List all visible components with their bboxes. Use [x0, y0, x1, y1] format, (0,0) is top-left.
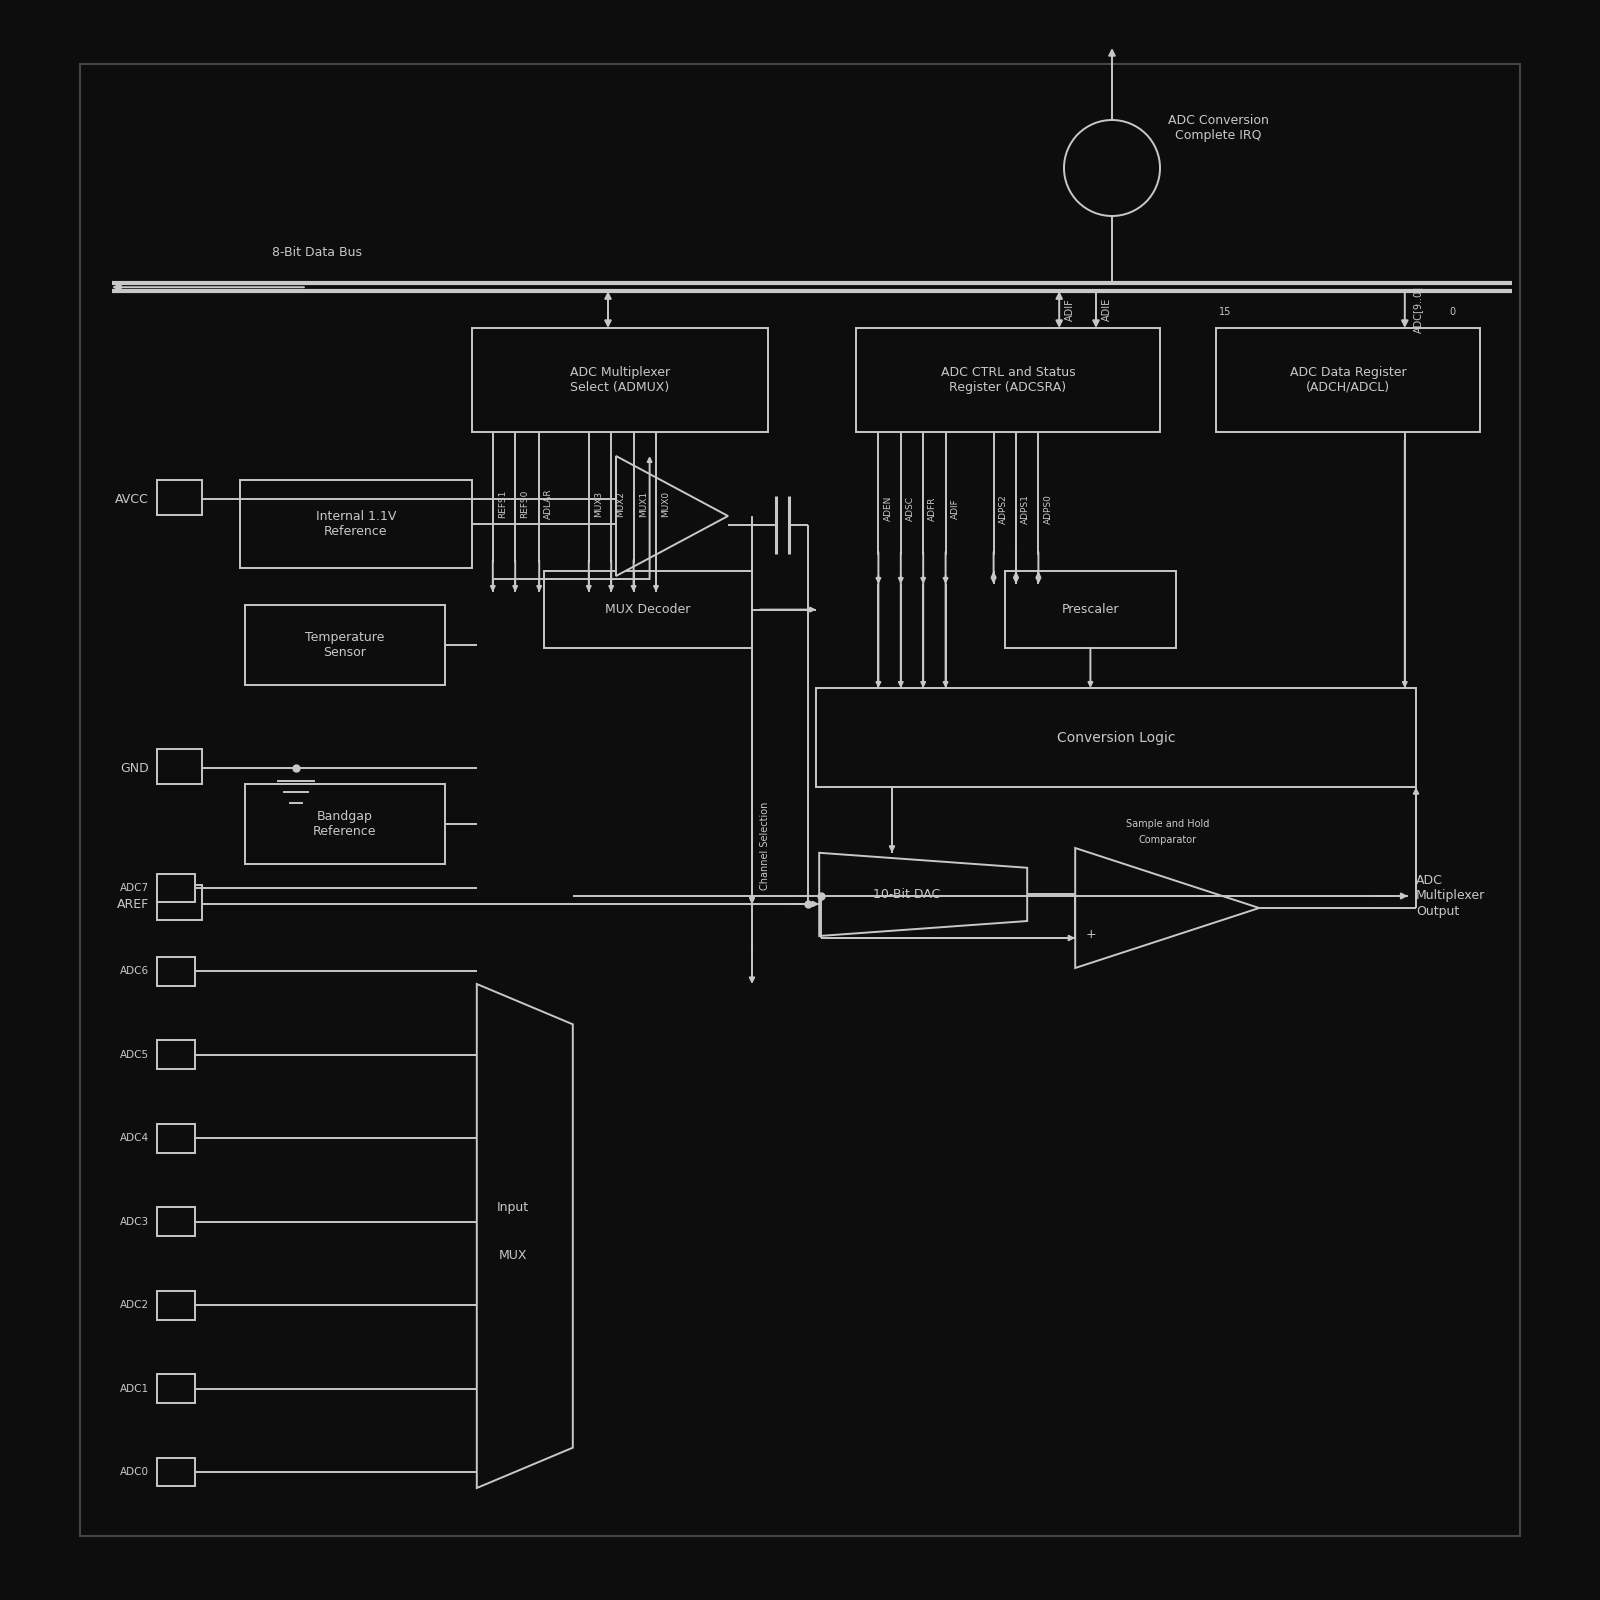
Text: ADC5: ADC5: [120, 1050, 149, 1059]
Text: ADIF: ADIF: [950, 499, 960, 518]
Bar: [1216, 328, 1480, 432]
Bar: [157, 885, 202, 920]
Text: ADC1: ADC1: [120, 1384, 149, 1394]
Bar: [157, 1458, 195, 1486]
Polygon shape: [477, 984, 573, 1488]
Bar: [472, 328, 768, 432]
Text: ADC[9..0]: ADC[9..0]: [1413, 286, 1422, 333]
Text: 10-Bit DAC: 10-Bit DAC: [874, 888, 941, 901]
Text: ADSC: ADSC: [906, 496, 915, 522]
Text: MUX3: MUX3: [594, 491, 603, 517]
Text: ADIE: ADIE: [1102, 298, 1112, 322]
Bar: [157, 1291, 195, 1320]
Text: ADC Data Register
(ADCH/ADCL): ADC Data Register (ADCH/ADCL): [1290, 366, 1406, 394]
Text: ADC CTRL and Status
Register (ADCSRA): ADC CTRL and Status Register (ADCSRA): [941, 366, 1075, 394]
Text: MUX Decoder: MUX Decoder: [605, 603, 691, 616]
Bar: [157, 1374, 195, 1403]
Text: MUX1: MUX1: [638, 491, 648, 517]
Bar: [1005, 571, 1176, 648]
Text: ADC6: ADC6: [120, 966, 149, 976]
Text: MUX0: MUX0: [661, 491, 670, 517]
Text: Channel Selection: Channel Selection: [760, 802, 770, 890]
Text: ADFR: ADFR: [928, 496, 938, 522]
Text: ADC Multiplexer
Select (ADMUX): ADC Multiplexer Select (ADMUX): [570, 366, 670, 394]
Text: ADIF: ADIF: [1066, 298, 1075, 322]
Text: ADC0: ADC0: [120, 1467, 149, 1477]
Bar: [157, 1208, 195, 1237]
Text: ADC
Multiplexer
Output: ADC Multiplexer Output: [1416, 875, 1485, 917]
Text: Sample and Hold: Sample and Hold: [1125, 819, 1210, 829]
Bar: [856, 328, 1160, 432]
Text: ADC4: ADC4: [120, 1133, 149, 1144]
Text: ADEN: ADEN: [883, 496, 893, 522]
Text: MUX: MUX: [498, 1248, 526, 1262]
Text: AREF: AREF: [117, 898, 149, 910]
Bar: [544, 571, 752, 648]
Text: Bandgap
Reference: Bandgap Reference: [314, 810, 376, 838]
Text: ADPS0: ADPS0: [1043, 494, 1053, 523]
Text: Input: Input: [496, 1200, 528, 1214]
Bar: [240, 480, 472, 568]
Text: ADPS1: ADPS1: [1021, 494, 1030, 523]
Text: ADC2: ADC2: [120, 1301, 149, 1310]
Text: REFS0: REFS0: [520, 490, 530, 518]
Polygon shape: [616, 456, 728, 576]
Bar: [157, 874, 195, 902]
Bar: [816, 688, 1416, 787]
Bar: [157, 1123, 195, 1152]
Text: Temperature
Sensor: Temperature Sensor: [306, 630, 384, 659]
Text: REFS1: REFS1: [498, 490, 507, 518]
Bar: [157, 749, 202, 784]
Polygon shape: [819, 853, 1027, 936]
Text: ADC3: ADC3: [120, 1216, 149, 1227]
Text: 0: 0: [1450, 307, 1456, 317]
Polygon shape: [1075, 848, 1259, 968]
Text: ADC Conversion
Complete IRQ: ADC Conversion Complete IRQ: [1168, 114, 1269, 142]
Bar: [245, 784, 445, 864]
Bar: [157, 957, 195, 986]
Text: +: +: [1086, 928, 1096, 941]
Text: ADLAR: ADLAR: [544, 488, 554, 520]
Circle shape: [1064, 120, 1160, 216]
Text: Conversion Logic: Conversion Logic: [1056, 731, 1176, 744]
Bar: [245, 605, 445, 685]
Text: MUX2: MUX2: [616, 491, 626, 517]
Text: AVCC: AVCC: [115, 493, 149, 506]
Text: 8-Bit Data Bus: 8-Bit Data Bus: [272, 246, 362, 259]
Text: 15: 15: [1219, 307, 1232, 317]
Text: Comparator: Comparator: [1138, 835, 1197, 845]
Text: ADC7: ADC7: [120, 883, 149, 893]
Text: GND: GND: [120, 762, 149, 774]
Bar: [157, 480, 202, 515]
Bar: [157, 1040, 195, 1069]
Text: Internal 1.1V
Reference: Internal 1.1V Reference: [315, 510, 397, 538]
Text: Prescaler: Prescaler: [1062, 603, 1118, 616]
Text: ADPS2: ADPS2: [998, 494, 1008, 523]
